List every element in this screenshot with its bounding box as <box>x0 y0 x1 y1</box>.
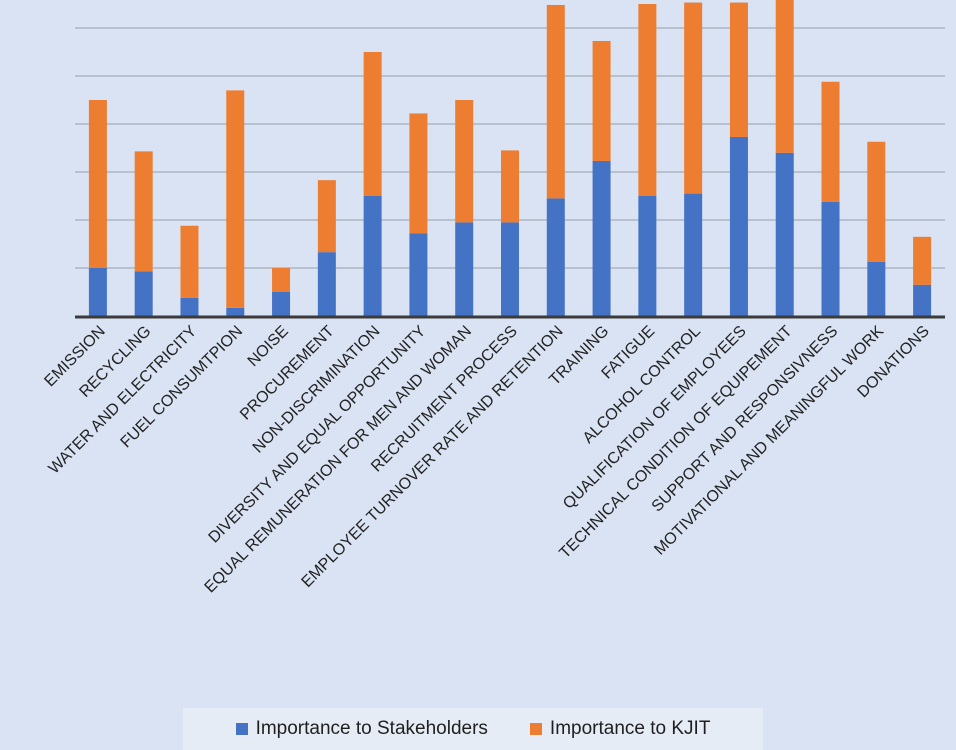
bar-segment-kjit <box>775 0 794 153</box>
chart-legend: Importance to Stakeholders Importance to… <box>183 708 763 750</box>
bar-segment-kjit <box>226 90 245 308</box>
bar-segment-stakeholders <box>363 196 382 316</box>
bar-segment-kjit <box>88 100 107 268</box>
bar-segment-kjit <box>455 100 474 223</box>
bar-segment-stakeholders <box>272 292 291 316</box>
bar-segment-kjit <box>684 2 703 194</box>
bar-segment-stakeholders <box>226 307 245 316</box>
bar-segment-stakeholders <box>775 152 794 316</box>
bar-segment-stakeholders <box>821 201 840 316</box>
bar-segment-stakeholders <box>134 271 153 316</box>
bar-segment-stakeholders <box>88 268 107 316</box>
bar-segment-kjit <box>638 4 657 196</box>
legend-item-kjit: Importance to KJIT <box>529 718 711 740</box>
legend-item-stakeholders: Importance to Stakeholders <box>235 718 488 740</box>
bar-segment-kjit <box>180 225 199 298</box>
legend-label-stakeholders: Importance to Stakeholders <box>255 718 488 739</box>
bar-segment-kjit <box>134 151 153 272</box>
bar-segment-stakeholders <box>913 284 932 316</box>
legend-swatch-kjit <box>529 723 542 735</box>
bar-segment-kjit <box>867 141 886 262</box>
bar-segment-kjit <box>913 236 932 285</box>
bar-segment-stakeholders <box>592 160 611 316</box>
bar-segment-kjit <box>501 150 519 223</box>
bar-segment-kjit <box>546 4 565 199</box>
legend-label-kjit: Importance to KJIT <box>549 718 711 739</box>
bar-segment-kjit <box>272 268 291 292</box>
bar-segment-stakeholders <box>867 261 886 316</box>
bar-segment-kjit <box>363 52 382 196</box>
legend-swatch-stakeholders <box>235 723 248 735</box>
bar-segment-stakeholders <box>546 198 565 316</box>
bar-segment-stakeholders <box>455 222 474 316</box>
bar-segment-kjit <box>409 113 428 234</box>
bar-segment-kjit <box>592 40 611 161</box>
bar-segment-kjit <box>729 2 748 137</box>
bar-segment-stakeholders <box>729 136 748 316</box>
bar-segment-kjit <box>821 81 840 202</box>
bar-segment-stakeholders <box>317 252 336 316</box>
bar-segment-stakeholders <box>501 222 519 316</box>
bar-segment-kjit <box>317 180 336 253</box>
bar-segment-stakeholders <box>180 297 199 316</box>
bar-segment-stakeholders <box>409 233 428 316</box>
bar-segment-stakeholders <box>684 193 703 316</box>
bar-segment-stakeholders <box>638 196 657 316</box>
